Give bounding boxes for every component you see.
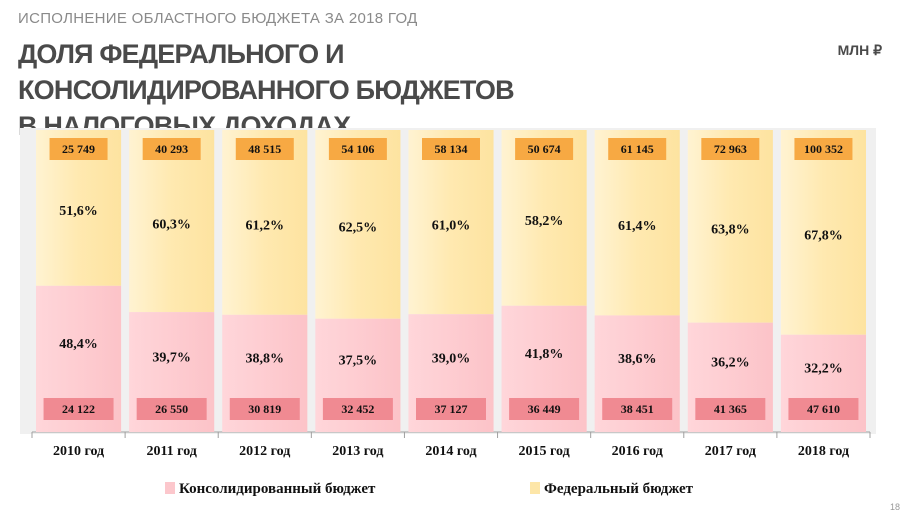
consolidated-percent-label-3: 37,5%: [339, 354, 378, 369]
consolidated-amount-box-1: [136, 398, 207, 420]
legend-federal-swatch: [530, 482, 540, 494]
consolidated-amount-label-6: 38 451: [621, 402, 654, 416]
bar-federal-2: [222, 130, 308, 315]
consolidated-percent-label-7: 36,2%: [711, 356, 750, 371]
x-tick-label-6: 2016 год: [612, 444, 663, 459]
unit-label: МЛН ₽: [837, 42, 882, 58]
federal-percent-label-4: 61,0%: [432, 218, 471, 233]
consolidated-amount-box-3: [322, 398, 393, 420]
federal-amount-box-8: [794, 138, 853, 160]
bar-federal-1: [129, 130, 215, 313]
federal-amount-label-4: 58 134: [435, 142, 468, 156]
x-tick-label-8: 2018 год: [798, 444, 849, 459]
consolidated-amount-label-5: 36 449: [528, 402, 561, 416]
x-tick-label-3: 2013 год: [332, 444, 383, 459]
federal-amount-box-4: [422, 138, 480, 160]
federal-amount-label-5: 50 674: [528, 142, 561, 156]
consolidated-percent-label-5: 41,8%: [525, 347, 564, 362]
consolidated-amount-box-4: [416, 398, 486, 420]
consolidated-percent-label-8: 32,2%: [804, 362, 843, 377]
federal-amount-box-0: [49, 138, 108, 160]
bar-federal-3: [315, 130, 401, 319]
legend-federal-label: Федеральный бюджет: [544, 481, 694, 497]
federal-amount-box-7: [701, 138, 760, 160]
federal-amount-box-1: [142, 138, 201, 160]
consolidated-percent-label-0: 48,4%: [59, 337, 98, 352]
federal-percent-label-6: 61,4%: [618, 219, 657, 234]
consolidated-percent-label-1: 39,7%: [152, 350, 191, 365]
consolidated-amount-box-2: [229, 398, 300, 420]
federal-percent-label-2: 61,2%: [246, 219, 285, 234]
legend-consolidated-label: Консолидированный бюджет: [179, 481, 376, 497]
consolidated-amount-box-7: [695, 398, 766, 420]
page-title-line1: ДОЛЯ ФЕДЕРАЛЬНОГО И КОНСОЛИДИРОВАННОГО Б…: [18, 39, 515, 105]
federal-amount-label-1: 40 293: [155, 142, 188, 156]
federal-amount-label-6: 61 145: [621, 142, 654, 156]
federal-percent-label-5: 58,2%: [525, 214, 564, 229]
federal-percent-label-7: 63,8%: [711, 223, 750, 238]
consolidated-amount-label-2: 30 819: [248, 402, 281, 416]
legend-consolidated-swatch: [165, 482, 175, 494]
x-tick-label-7: 2017 год: [705, 444, 756, 459]
consolidated-amount-box-5: [509, 398, 580, 420]
federal-amount-box-5: [515, 138, 574, 160]
consolidated-percent-label-2: 38,8%: [246, 352, 285, 367]
federal-amount-label-2: 48 515: [248, 142, 281, 156]
consolidated-amount-label-0: 24 122: [62, 402, 95, 416]
federal-amount-box-3: [328, 138, 387, 160]
page-subtitle: ИСПОЛНЕНИЕ ОБЛАСТНОГО БЮДЖЕТА ЗА 2018 ГО…: [18, 10, 418, 27]
federal-percent-label-8: 67,8%: [804, 229, 843, 244]
x-tick-label-1: 2011 год: [146, 444, 196, 459]
federal-amount-box-6: [608, 138, 667, 160]
x-tick-label-2: 2012 год: [239, 444, 290, 459]
legend-federal: Федеральный бюджет: [530, 481, 693, 498]
consolidated-amount-box-8: [788, 398, 859, 420]
consolidated-amount-label-4: 37 127: [435, 402, 468, 416]
consolidated-amount-label-7: 41 365: [714, 402, 747, 416]
bar-federal-6: [594, 130, 680, 316]
federal-percent-label-3: 62,5%: [339, 221, 378, 236]
consolidated-amount-label-1: 26 550: [155, 402, 188, 416]
consolidated-amount-label-8: 47 610: [807, 402, 840, 416]
federal-amount-label-7: 72 963: [714, 142, 747, 156]
federal-percent-label-1: 60,3%: [152, 217, 191, 232]
bar-federal-7: [687, 130, 773, 323]
federal-amount-label-3: 54 106: [341, 142, 374, 156]
bar-federal-4: [408, 130, 494, 315]
federal-percent-label-0: 51,6%: [59, 204, 98, 219]
consolidated-percent-label-6: 38,6%: [618, 352, 657, 367]
consolidated-amount-box-6: [602, 398, 673, 420]
consolidated-amount-box-0: [43, 398, 114, 420]
consolidated-percent-label-4: 39,0%: [432, 351, 471, 366]
federal-amount-box-2: [235, 138, 294, 160]
x-tick-label-5: 2015 год: [519, 444, 570, 459]
page-number: 18: [889, 502, 900, 512]
x-tick-label-4: 2014 год: [425, 444, 476, 459]
legend-consolidated: Консолидированный бюджет: [165, 481, 375, 498]
federal-amount-label-0: 25 749: [62, 142, 95, 156]
x-tick-label-0: 2010 год: [53, 444, 104, 459]
consolidated-amount-label-3: 32 452: [341, 402, 374, 416]
bar-federal-8: [780, 130, 866, 335]
federal-amount-label-8: 100 352: [804, 142, 843, 156]
